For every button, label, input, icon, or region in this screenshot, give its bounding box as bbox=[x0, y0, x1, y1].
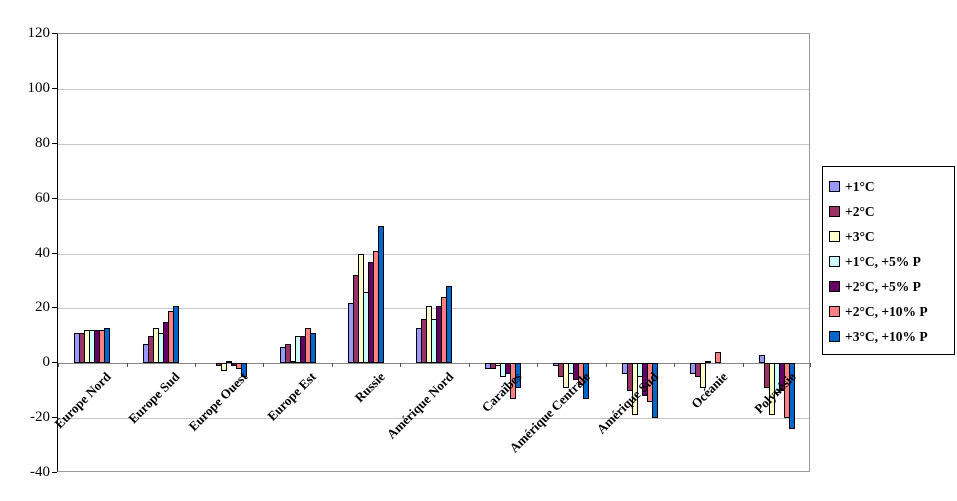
x-axis-tick bbox=[58, 363, 59, 368]
bar-group bbox=[332, 34, 401, 471]
legend-item: +1°C bbox=[829, 174, 950, 199]
y-axis-tick bbox=[52, 472, 57, 473]
bar bbox=[631, 363, 638, 416]
y-axis-tick-label: 0 bbox=[42, 354, 51, 371]
y-axis-tick bbox=[52, 417, 57, 419]
gridline bbox=[58, 198, 809, 200]
bar-group bbox=[606, 34, 675, 471]
legend: +1°C +2°C +3°C +1°C, +5% P +2°C, +5% P +2°C, … bbox=[822, 166, 955, 355]
x-axis-tick bbox=[194, 363, 196, 368]
bar bbox=[221, 363, 228, 372]
legend-swatch-icon bbox=[829, 306, 840, 317]
bar-group bbox=[743, 34, 812, 471]
x-axis-tick bbox=[810, 363, 811, 368]
bar-group bbox=[195, 34, 264, 471]
bar bbox=[226, 360, 233, 364]
y-axis-tick-label: -40 bbox=[30, 464, 50, 480]
legend-item: +1°C, +5% P bbox=[829, 249, 950, 274]
x-axis-tick bbox=[126, 363, 128, 368]
x-axis-tick bbox=[331, 363, 333, 368]
bar bbox=[583, 363, 590, 399]
y-axis-tick bbox=[52, 362, 57, 364]
legend-item: +3°C bbox=[829, 224, 950, 249]
gridline bbox=[58, 253, 809, 255]
legend-label: +2°C bbox=[845, 203, 875, 219]
bar bbox=[172, 305, 179, 364]
y-axis-tick-label: 60 bbox=[35, 189, 50, 206]
legend-label: +3°C bbox=[845, 228, 875, 244]
y-axis-tick-label: -20 bbox=[30, 409, 50, 426]
legend-swatch-icon bbox=[829, 331, 840, 342]
x-axis-tick bbox=[400, 363, 402, 368]
legend-swatch-icon bbox=[829, 181, 840, 192]
bar bbox=[651, 363, 658, 419]
x-axis-tick bbox=[605, 363, 607, 368]
x-axis-tick bbox=[742, 363, 744, 368]
zero-gridline bbox=[58, 363, 809, 365]
legend-label: +2°C, +5% P bbox=[845, 278, 921, 294]
bar-group bbox=[400, 34, 469, 471]
bar-group bbox=[469, 34, 538, 471]
y-axis-tick bbox=[52, 87, 57, 89]
bar bbox=[758, 355, 765, 364]
x-axis-tick bbox=[468, 363, 470, 368]
bar bbox=[284, 344, 291, 364]
legend-item: +3°C, +10% P bbox=[829, 324, 950, 349]
bar bbox=[705, 360, 712, 364]
legend-item: +2°C, +5% P bbox=[829, 274, 950, 299]
y-axis-tick bbox=[52, 252, 57, 254]
legend-label: +1°C, +5% P bbox=[845, 253, 921, 269]
y-axis-tick-label: 100 bbox=[27, 79, 51, 96]
y-axis-tick bbox=[52, 33, 57, 34]
x-axis-tick bbox=[674, 363, 676, 368]
gridline bbox=[58, 88, 809, 90]
bar bbox=[788, 363, 795, 430]
legend-label: +3°C, +10% P bbox=[845, 328, 928, 344]
bar-group bbox=[674, 34, 743, 471]
bar bbox=[715, 352, 722, 364]
bar bbox=[104, 327, 111, 364]
legend-swatch-icon bbox=[829, 206, 840, 217]
bar-group bbox=[263, 34, 332, 471]
y-axis-tick-label: 80 bbox=[35, 134, 50, 151]
legend-swatch-icon bbox=[829, 281, 840, 292]
legend-swatch-icon bbox=[829, 231, 840, 242]
y-axis-tick-label: 120 bbox=[27, 25, 51, 41]
bar-group bbox=[537, 34, 606, 471]
y-axis-tick-label: 20 bbox=[35, 299, 50, 316]
bar bbox=[563, 363, 570, 388]
bar bbox=[514, 363, 521, 388]
gridline bbox=[58, 418, 809, 420]
legend-label: +1°C bbox=[845, 178, 875, 194]
bar bbox=[377, 226, 384, 364]
legend-label: +2°C, +10% P bbox=[845, 303, 928, 319]
bar-group bbox=[127, 34, 196, 471]
y-axis-tick-label: 40 bbox=[35, 244, 50, 261]
x-axis-tick bbox=[263, 363, 265, 368]
y-axis-tick bbox=[52, 307, 57, 309]
legend-item: +2°C, +10% P bbox=[829, 299, 950, 324]
bar bbox=[489, 363, 496, 369]
y-axis-tick bbox=[52, 197, 57, 199]
x-axis-tick bbox=[537, 363, 539, 368]
legend-swatch-icon bbox=[829, 256, 840, 267]
bar bbox=[241, 363, 248, 377]
y-axis-tick bbox=[52, 142, 57, 144]
bar bbox=[700, 363, 707, 388]
gridline bbox=[58, 308, 809, 310]
bar bbox=[446, 286, 453, 364]
bar-group bbox=[58, 34, 127, 471]
legend-item: +2°C bbox=[829, 199, 950, 224]
plot-area bbox=[57, 33, 812, 472]
bar bbox=[309, 333, 316, 364]
gridline bbox=[58, 143, 809, 145]
